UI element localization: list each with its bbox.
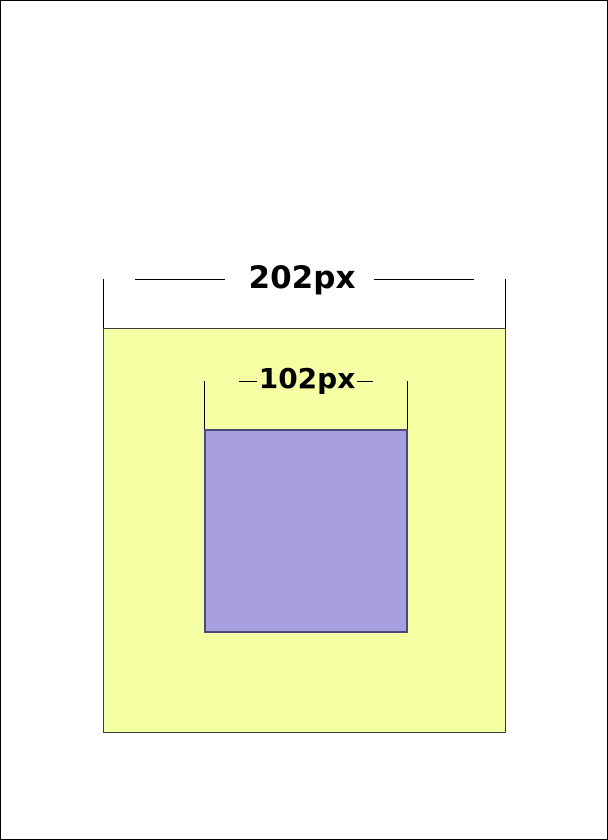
- inner-left-tick: [204, 381, 205, 429]
- inner-dimension-line-right: [357, 381, 373, 382]
- outer-dimension-line-left: [135, 279, 225, 280]
- outer-right-tick: [505, 279, 506, 329]
- inner-dimension-line-left: [239, 381, 257, 382]
- outer-dimension-label: 202px: [248, 260, 356, 296]
- outer-dimension-line-right: [374, 279, 474, 280]
- outer-left-tick: [103, 279, 104, 329]
- inner-right-tick: [407, 381, 408, 429]
- inner-box: [204, 429, 408, 633]
- inner-dimension-label: 102px: [258, 362, 356, 395]
